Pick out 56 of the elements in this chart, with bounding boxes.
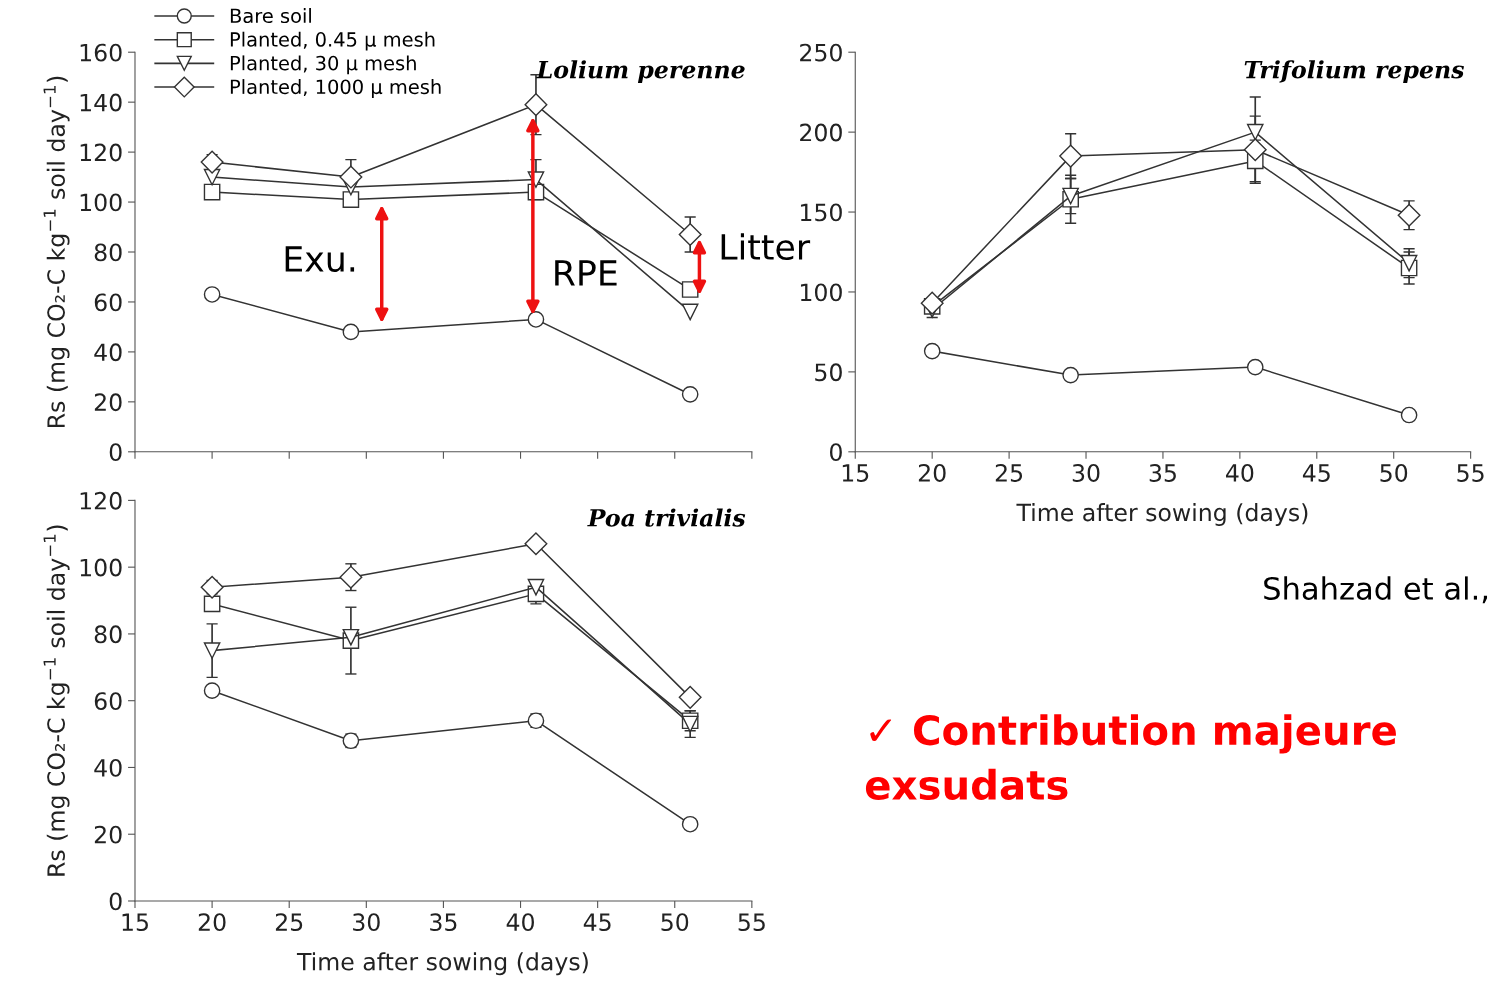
y-tick-label: 0 [109,892,122,911]
y-tick-label: 0 [109,443,122,462]
x-tick-label: 30 [1072,464,1100,482]
x-tick-label: 55 [738,913,765,932]
y-axis-title: Rs (mg CO₂-C kg$^{−1}$ soil day$^{−1}$) [43,76,70,428]
x-tick-label: 20 [198,913,226,932]
y-tick-label: 140 [80,93,122,112]
chart-title: Lolium perenne [536,60,745,84]
y-tick-label: 250 [800,43,842,62]
x-tick-label: 25 [995,464,1023,482]
legend-label: Planted, 0.45 µ mesh [230,31,435,51]
legend-label: Planted, 30 µ mesh [230,55,416,75]
x-tick-label: 15 [122,913,148,932]
y-tick-label: 120 [80,143,122,162]
y-tick-label: 150 [800,203,842,222]
x-tick-label: 35 [430,913,457,932]
y-tick-label: 0 [829,443,842,462]
chart-title: Trifolium repens [1244,60,1464,84]
annotation: RPE [555,260,617,286]
legend-label: Bare soil [230,8,311,24]
x-axis-title: Time after sowing (days) [296,952,588,976]
x-tick-label: 25 [275,913,303,932]
y-tick-label: 100 [800,283,842,302]
x-tick-label: 55 [1457,464,1484,482]
legend-label: Planted, 1000 µ mesh [230,79,441,98]
x-tick-label: 40 [1226,464,1254,482]
x-tick-label: 30 [353,913,380,932]
y-tick-label: 20 [94,393,122,412]
y-tick-label: 80 [94,243,122,262]
y-tick-label: 100 [80,558,122,577]
y-tick-label: 60 [94,692,122,710]
x-tick-label: 45 [1302,464,1330,482]
x-tick-label: 40 [506,913,534,932]
y-tick-label: 160 [80,43,122,62]
x-tick-label: 45 [583,913,611,932]
y-tick-label: 20 [94,825,122,844]
annotation: Exu. [285,246,355,273]
y-tick-label: 50 [815,363,842,382]
x-tick-label: 20 [918,464,946,482]
y-axis-title: Rs (mg CO₂-C kg$^{−1}$ soil day$^{−1}$) [43,525,70,876]
text: Shahzad et al., [1264,576,1488,604]
y-tick-label: 60 [94,293,122,312]
y-tick-label: 100 [80,193,122,212]
chart-title: Poa trivialis [587,508,746,527]
y-tick-label: 120 [80,491,122,510]
y-tick-label: 40 [94,343,122,362]
y-tick-label: 200 [800,123,842,142]
text: ✓ Contribution majeure exsudats [865,714,1396,801]
annotation: Litter [721,233,811,261]
x-tick-label: 15 [842,464,869,482]
x-tick-label: 50 [661,913,689,932]
y-tick-label: 80 [94,625,122,644]
x-axis-title: Time after sowing (days) [1016,503,1308,526]
x-tick-label: 35 [1149,464,1176,482]
x-tick-label: 50 [1380,464,1408,482]
y-tick-label: 40 [94,758,122,777]
